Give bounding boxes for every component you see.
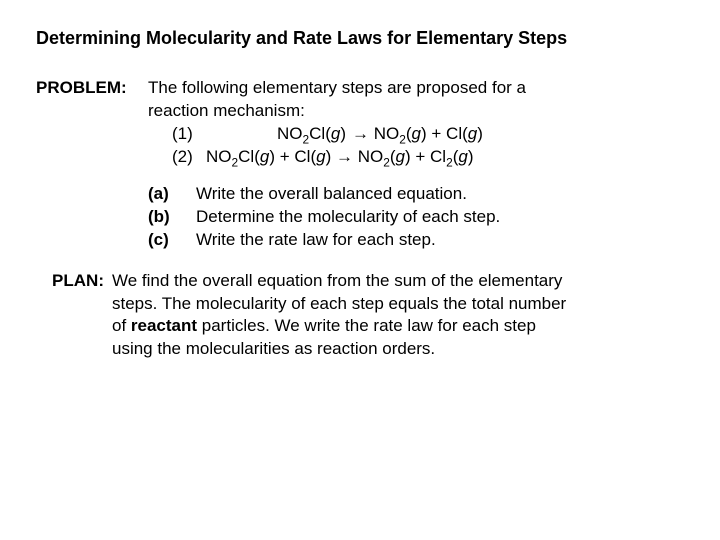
eq2-lhs: NO2Cl(g) + Cl(g) [206, 146, 336, 169]
plan-label: PLAN: [36, 270, 112, 362]
problem-intro-line1: The following elementary steps are propo… [148, 77, 684, 100]
task-list: (a) Write the overall balanced equation.… [148, 183, 684, 252]
task-a-label: (a) [148, 183, 196, 206]
equation-1: (1) NO2Cl(g) → NO2(g) + Cl(g) [148, 123, 684, 146]
eq2-number: (2) [172, 146, 206, 169]
problem-body: The following elementary steps are propo… [148, 77, 684, 252]
equation-2: (2) NO2Cl(g) + Cl(g) → NO2(g) + Cl2(g) [148, 146, 684, 169]
plan-body: We find the overall equation from the su… [112, 270, 684, 362]
eq2-rhs: NO2(g) + Cl2(g) [353, 146, 474, 169]
eq1-lhs: NO2Cl(g) [206, 123, 352, 146]
task-c-label: (c) [148, 229, 196, 252]
page-title: Determining Molecularity and Rate Laws f… [36, 28, 684, 49]
eq2-arrow: → [336, 146, 353, 169]
task-b-label: (b) [148, 206, 196, 229]
eq1-rhs: NO2(g) + Cl(g) [369, 123, 483, 146]
task-b-text: Determine the molecularity of each step. [196, 206, 500, 229]
problem-intro-line2: reaction mechanism: [148, 100, 684, 123]
eq1-number: (1) [172, 123, 206, 146]
plan-section: PLAN: We find the overall equation from … [36, 270, 684, 362]
task-b: (b) Determine the molecularity of each s… [148, 206, 684, 229]
task-c: (c) Write the rate law for each step. [148, 229, 684, 252]
problem-label: PROBLEM: [36, 77, 148, 252]
task-a: (a) Write the overall balanced equation. [148, 183, 684, 206]
problem-section: PROBLEM: The following elementary steps … [36, 77, 684, 252]
task-a-text: Write the overall balanced equation. [196, 183, 467, 206]
eq1-arrow: → [352, 123, 369, 146]
plan-line4: using the molecularities as reaction ord… [112, 338, 684, 361]
plan-line1: We find the overall equation from the su… [112, 270, 684, 293]
plan-line3: of reactant particles. We write the rate… [112, 315, 684, 338]
task-c-text: Write the rate law for each step. [196, 229, 436, 252]
plan-line2: steps. The molecularity of each step equ… [112, 293, 684, 316]
